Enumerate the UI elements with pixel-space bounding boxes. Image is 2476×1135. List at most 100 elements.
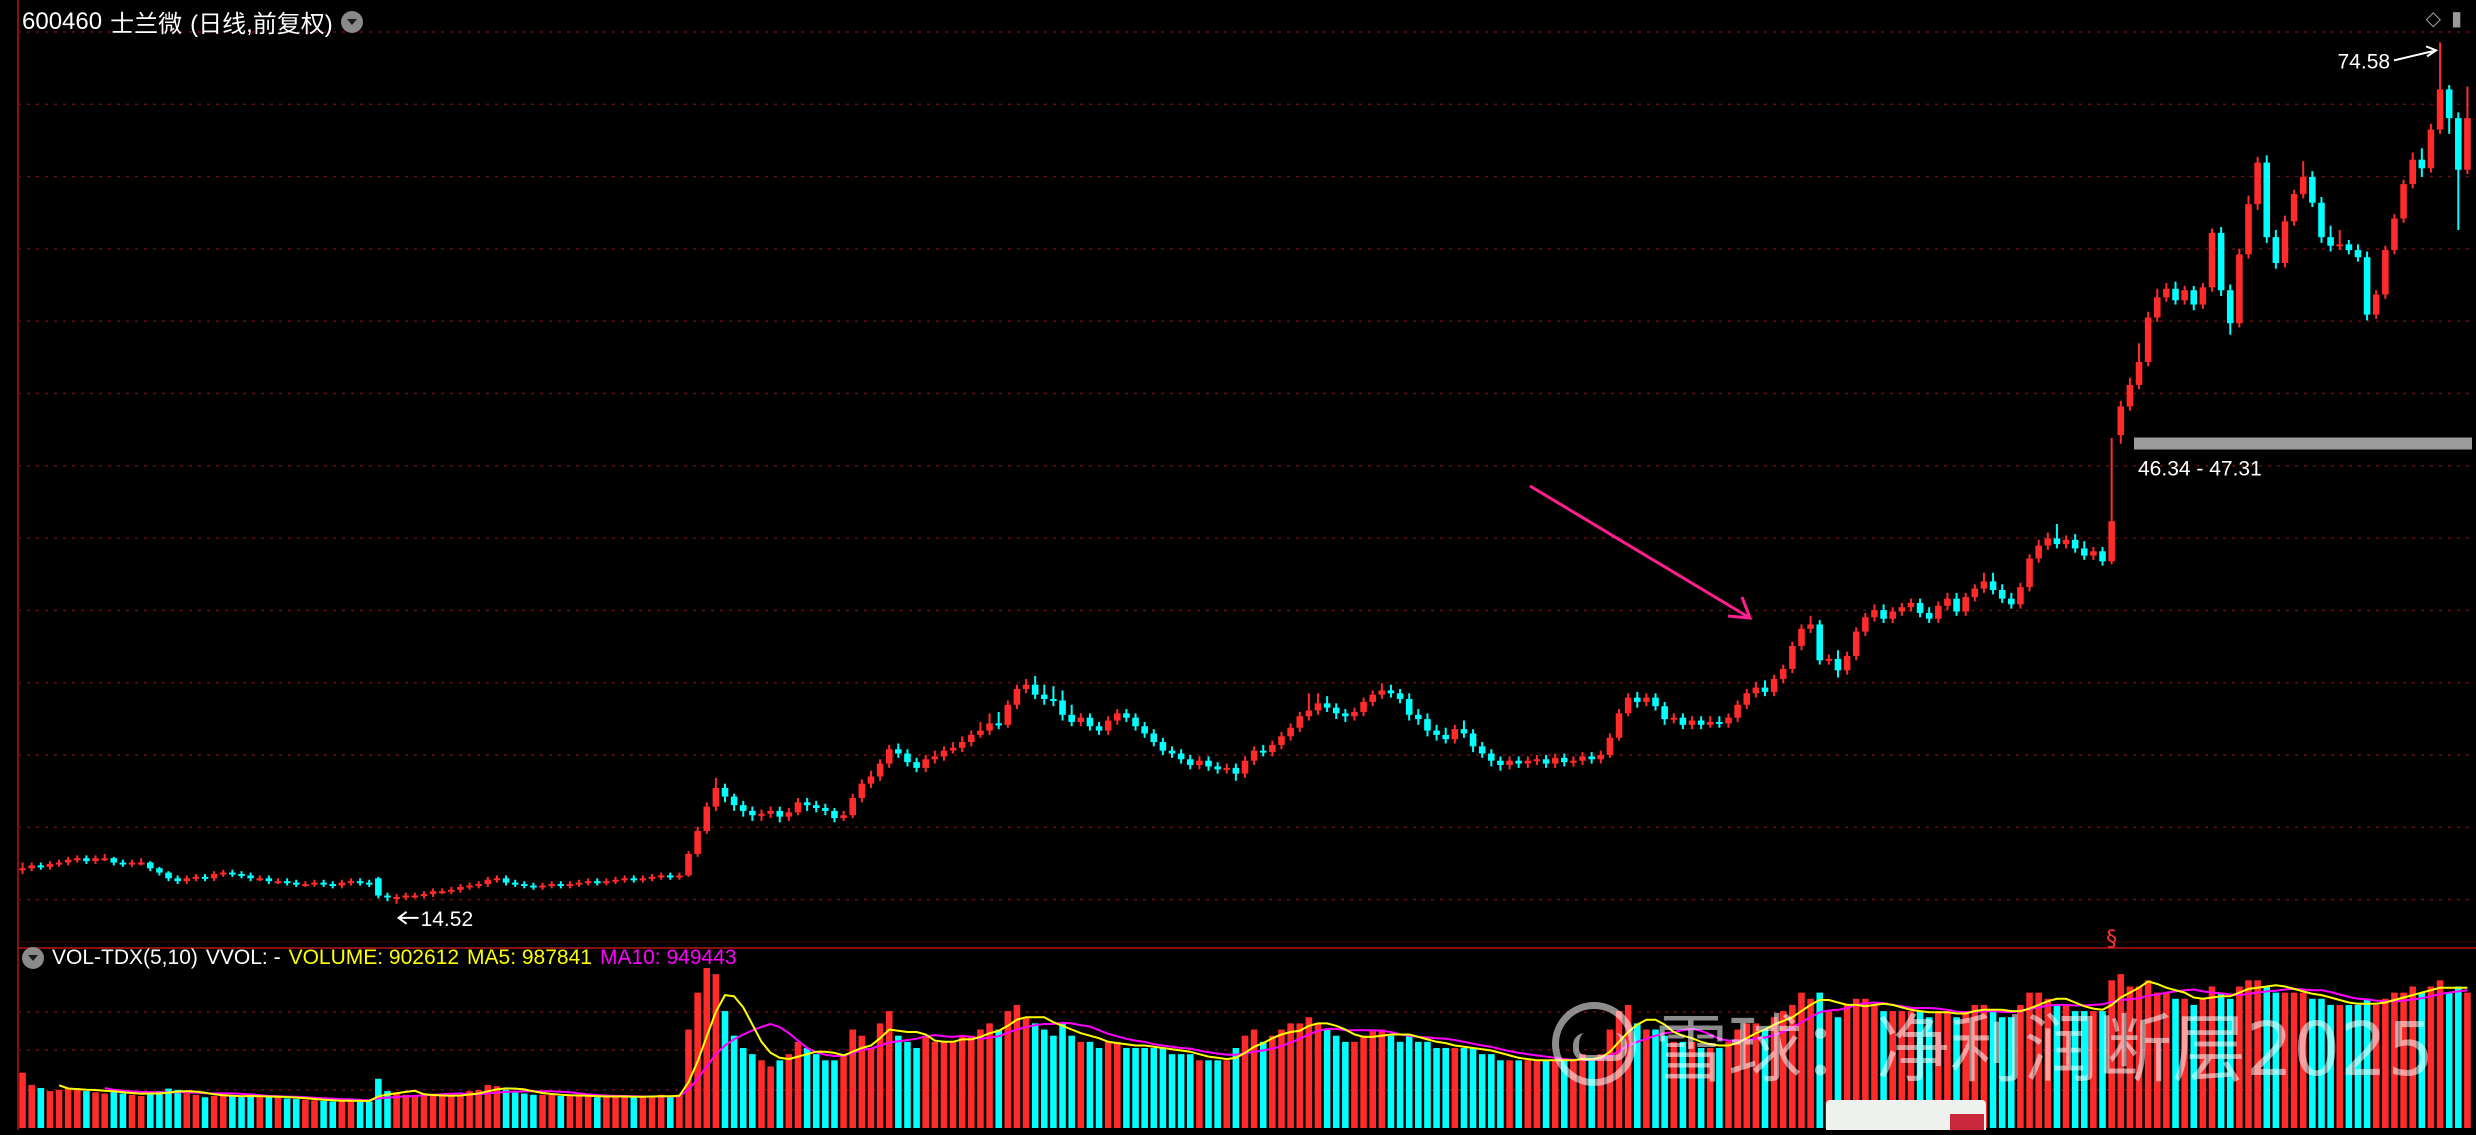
candle [776, 806, 784, 823]
candle-body [1360, 701, 1367, 712]
volume-bar [1989, 1011, 1997, 1128]
volume-bar [1214, 1060, 1221, 1128]
candle [1944, 592, 1951, 611]
candle-body [539, 885, 546, 888]
volume-bar [1041, 1029, 1048, 1128]
volume-bar [274, 1097, 282, 1128]
candle [849, 793, 857, 819]
volume-bar [1150, 1048, 1158, 1128]
candle [2199, 283, 2207, 309]
chevron-down-icon[interactable] [340, 10, 363, 33]
volume-bar [1697, 1048, 1705, 1128]
volume-bar [2400, 992, 2407, 1128]
volume-bar [1652, 1029, 1659, 1128]
volume-bar [1296, 1023, 1304, 1128]
volume-bar [1561, 1060, 1568, 1128]
candle [1050, 686, 1057, 707]
candle [2345, 240, 2353, 255]
candle-body [621, 878, 628, 881]
candle [274, 878, 282, 885]
chevron-down-icon[interactable] [22, 947, 44, 969]
candle [1880, 604, 1887, 624]
candle-body [2363, 257, 2371, 315]
candle [420, 891, 428, 899]
candle-body [1579, 756, 1586, 761]
candle-body [393, 896, 400, 899]
candle [1524, 756, 1532, 768]
volume-bar [210, 1096, 218, 1128]
candle [977, 721, 984, 738]
volume-bar [2427, 986, 2435, 1128]
candle [2163, 283, 2170, 302]
candle [37, 862, 45, 870]
diamond-icon[interactable]: ◇ [2425, 8, 2441, 30]
volume-bar [1953, 1017, 1960, 1128]
candle-body [2053, 538, 2061, 545]
volume-bar [977, 1029, 984, 1128]
low-arrow-icon [396, 911, 419, 925]
candle [612, 876, 619, 885]
candle-body [128, 862, 136, 865]
candle-body [1633, 697, 1641, 702]
candle [2354, 244, 2362, 262]
volume-bar [229, 1096, 236, 1128]
volume-bar [1141, 1048, 1148, 1128]
volume-bar [803, 1048, 811, 1128]
candle [1506, 756, 1513, 770]
volume-bar [1369, 1029, 1377, 1128]
volume-bar [2117, 974, 2125, 1128]
volume-bar [703, 968, 711, 1128]
annotation-arrow-head-icon [1727, 596, 1753, 620]
candle [1871, 604, 1878, 622]
volume-bar [1597, 1054, 1605, 1128]
candle [46, 861, 54, 870]
volume-bar [1971, 1004, 1979, 1128]
volume-bar [2135, 986, 2143, 1128]
volume-bar [1643, 1029, 1650, 1128]
volume-bar [156, 1091, 163, 1128]
volume-bar [931, 1041, 939, 1128]
gap-zone-label: 46.34 - 47.31 [2138, 458, 2262, 481]
candle [758, 809, 765, 821]
candle [1633, 691, 1641, 708]
candle [1196, 756, 1203, 770]
candle [2135, 343, 2143, 390]
candle [858, 779, 866, 803]
candle-body [1177, 753, 1185, 760]
vvol-value: VVOL: - [205, 946, 281, 969]
volume-bar [1506, 1060, 1513, 1128]
candle [1323, 696, 1331, 712]
popup-badge[interactable] [1950, 1114, 1984, 1130]
candle-body [575, 882, 583, 885]
candle-body [1332, 707, 1340, 714]
candle [1670, 713, 1678, 724]
candle-body [1697, 720, 1705, 725]
volume-bar [302, 1099, 309, 1128]
volume-bar [958, 1035, 966, 1128]
candle [1378, 683, 1386, 700]
candle-body [256, 878, 264, 881]
candle-body [1679, 717, 1687, 725]
panel-toggle-icon[interactable]: ▮ [2450, 8, 2462, 30]
candle-body [758, 813, 765, 816]
candle-body [949, 747, 957, 751]
candle-body [74, 858, 81, 861]
candle [101, 853, 108, 862]
volume-bar [2290, 992, 2298, 1128]
volume-bar [1223, 1060, 1231, 1128]
candle-body [666, 875, 674, 878]
candle-body [2135, 361, 2143, 385]
candle-body [502, 878, 510, 883]
volume-bar [1177, 1054, 1185, 1128]
candle-body [2035, 545, 2042, 559]
candle-body [1907, 602, 1915, 608]
volume-bar [2190, 1004, 2198, 1128]
candle-body [475, 884, 482, 887]
stock-code: 600460 [22, 7, 103, 35]
volume-bar [1825, 1011, 1833, 1128]
candle [1852, 627, 1860, 661]
volume-bar [1351, 1041, 1358, 1128]
candle-body [1889, 611, 1896, 619]
candle [2236, 248, 2243, 328]
candle-body [676, 875, 683, 878]
